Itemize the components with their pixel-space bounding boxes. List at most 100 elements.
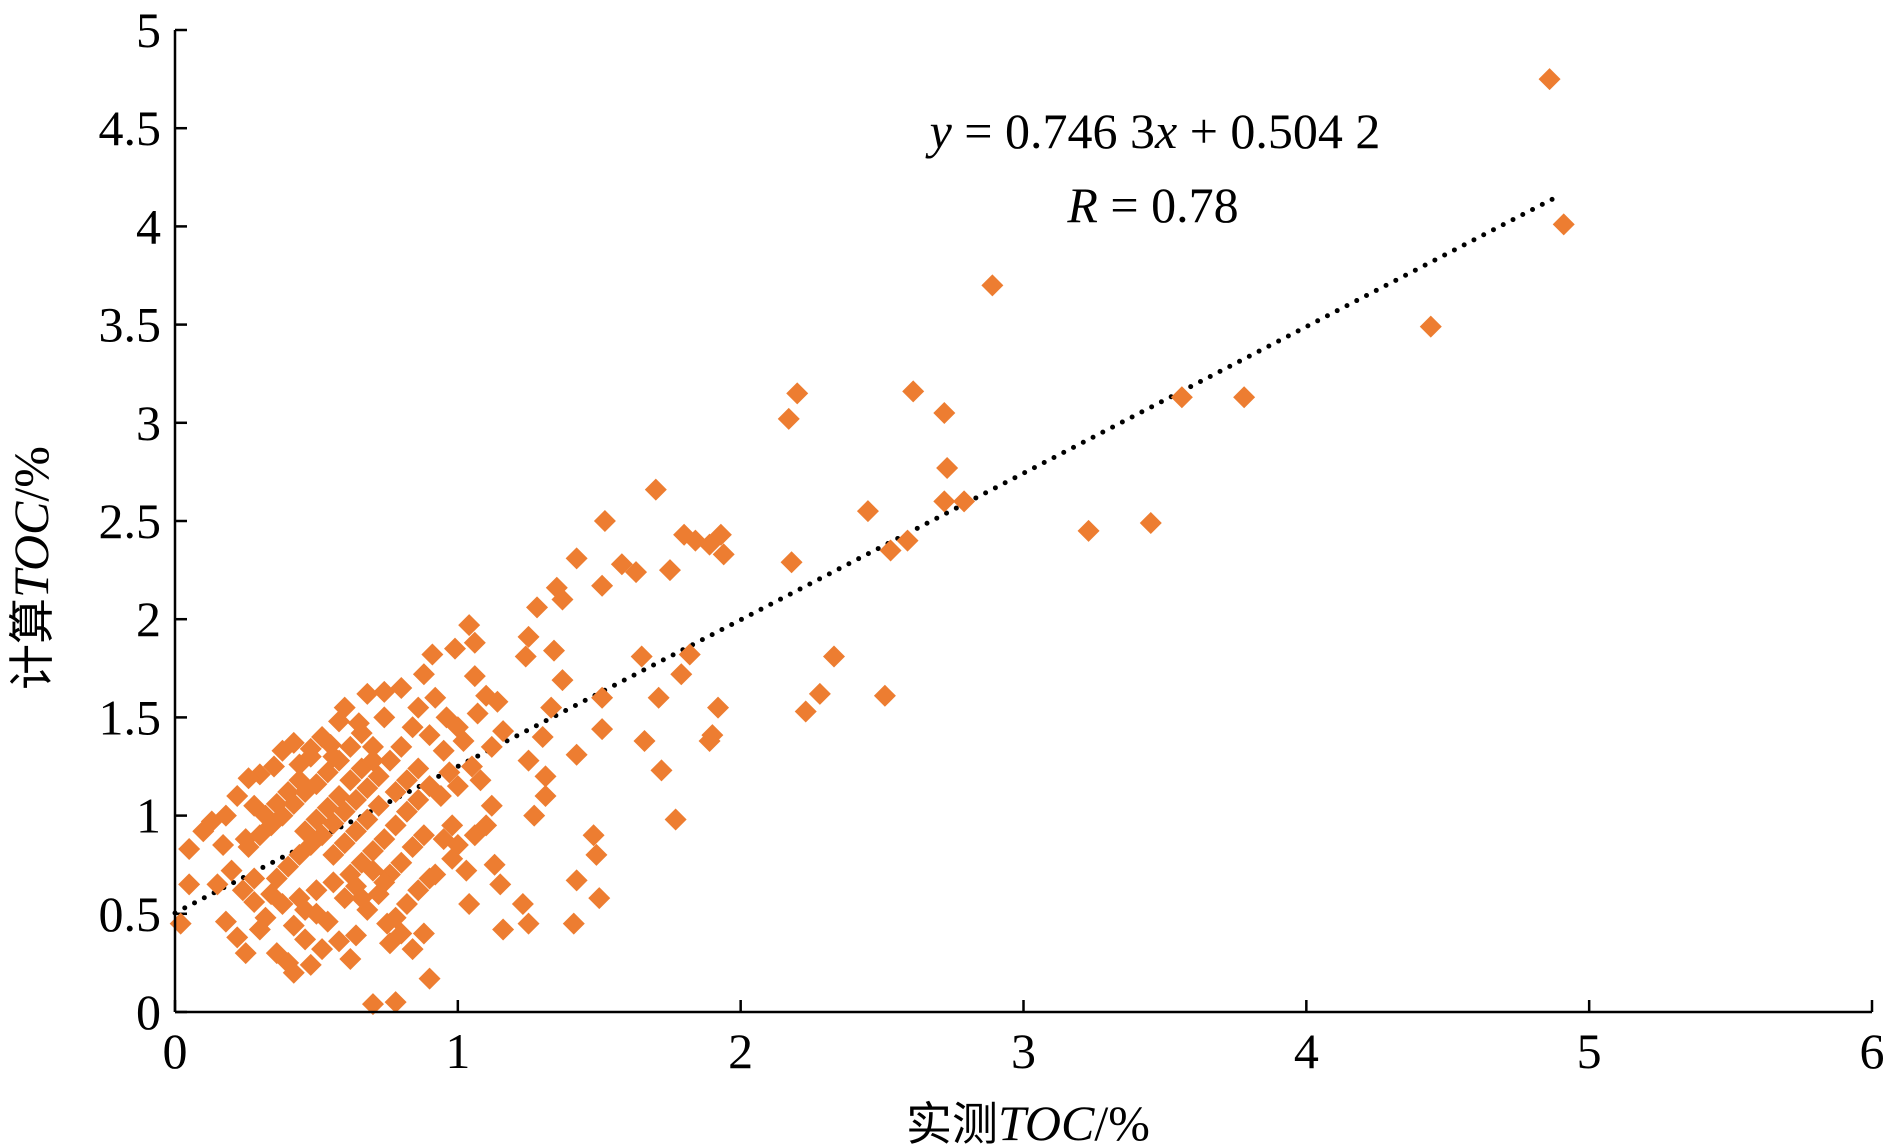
r-var: R <box>1066 177 1098 233</box>
data-point <box>305 808 328 831</box>
data-point <box>299 737 322 760</box>
data-point <box>936 456 959 479</box>
data-point <box>412 922 435 945</box>
data-point <box>591 686 614 709</box>
data-point <box>378 932 401 955</box>
data-points <box>169 68 1575 1016</box>
data-point <box>345 820 368 843</box>
eq-y-var: y <box>925 103 953 159</box>
y-tick-label: 0.5 <box>99 886 162 942</box>
data-point <box>356 777 379 800</box>
data-point <box>328 930 351 953</box>
x-tick-label: 2 <box>728 1023 753 1079</box>
data-point <box>588 887 611 910</box>
data-point <box>644 478 667 501</box>
data-point <box>523 804 546 827</box>
data-point <box>277 781 300 804</box>
data-point <box>534 784 557 807</box>
y-tick-label: 2.5 <box>99 493 162 549</box>
data-point <box>514 645 537 668</box>
data-point <box>610 553 633 576</box>
data-point <box>534 765 557 788</box>
data-point <box>777 407 800 430</box>
x-tick-label: 4 <box>1294 1023 1319 1079</box>
data-point <box>361 735 384 758</box>
data-point <box>237 836 260 859</box>
data-point <box>585 843 608 866</box>
data-point <box>243 867 266 890</box>
data-point <box>856 500 879 523</box>
y-tick-label: 3 <box>136 395 161 451</box>
x-tick-label: 6 <box>1860 1023 1885 1079</box>
data-point <box>220 859 243 882</box>
x-tick-label: 3 <box>1011 1023 1036 1079</box>
data-point <box>593 510 616 532</box>
data-point <box>178 837 201 860</box>
data-point <box>231 879 254 902</box>
data-point <box>1233 386 1256 409</box>
data-point <box>288 753 311 776</box>
data-point <box>492 918 515 941</box>
data-point <box>418 775 441 798</box>
data-point <box>463 824 486 847</box>
x-title-var: TOC <box>998 1095 1095 1146</box>
data-point <box>248 824 271 847</box>
eq-x-var: x <box>1154 103 1177 159</box>
data-point <box>1139 511 1162 534</box>
data-point <box>237 767 260 790</box>
data-point <box>460 755 483 778</box>
data-point <box>446 834 469 857</box>
data-point <box>169 912 192 935</box>
data-point <box>361 859 384 882</box>
y-axis-ticks: 0 0.5 1 1.5 2 2.5 3 3.5 4 4.5 5 <box>99 2 187 1040</box>
data-point <box>322 843 345 866</box>
correlation-coefficient: R = 0.78 <box>1066 177 1238 233</box>
data-point <box>421 643 444 666</box>
data-point <box>780 551 803 574</box>
data-point <box>582 824 605 847</box>
data-point <box>350 722 373 745</box>
data-point <box>384 781 407 804</box>
data-point <box>463 665 486 688</box>
data-point <box>823 645 846 668</box>
data-point <box>466 702 489 725</box>
trendline <box>172 192 1564 916</box>
data-point <box>517 749 540 772</box>
data-point <box>339 769 362 792</box>
data-point <box>178 873 201 896</box>
data-point <box>316 910 339 933</box>
data-point <box>517 912 540 935</box>
y-tick-label: 3.5 <box>99 297 162 353</box>
data-point <box>531 726 554 749</box>
data-point <box>192 820 215 843</box>
data-point <box>794 700 817 723</box>
data-point <box>707 696 730 719</box>
data-point <box>981 274 1004 297</box>
data-point <box>311 938 334 961</box>
data-point <box>373 871 396 894</box>
data-point <box>902 380 925 403</box>
data-point <box>444 637 467 660</box>
data-point <box>294 898 317 921</box>
data-point <box>361 993 384 1016</box>
y-tick-label: 2 <box>136 591 161 647</box>
data-point <box>647 686 670 709</box>
x-tick-label: 5 <box>1577 1023 1602 1079</box>
data-point <box>384 814 407 837</box>
data-point <box>373 680 396 703</box>
data-point <box>1170 386 1193 409</box>
data-point <box>373 828 396 851</box>
data-point <box>486 690 509 713</box>
data-point <box>288 843 311 866</box>
data-point <box>879 539 902 562</box>
data-point <box>254 804 277 827</box>
data-point <box>446 775 469 798</box>
y-tick-label: 5 <box>136 2 161 58</box>
data-point <box>412 824 435 847</box>
data-point <box>896 529 919 552</box>
data-point <box>551 588 574 611</box>
data-point <box>395 892 418 915</box>
data-point <box>432 739 455 762</box>
x-tick-label: 0 <box>163 1023 188 1079</box>
data-point <box>282 961 305 984</box>
